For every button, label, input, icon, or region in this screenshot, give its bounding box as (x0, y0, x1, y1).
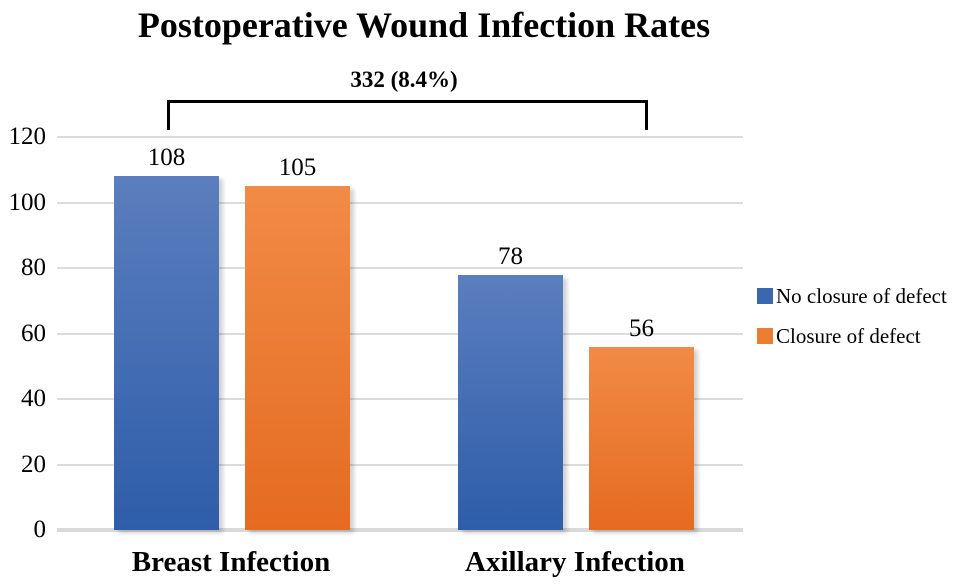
x-axis-baseline (57, 528, 743, 532)
legend-item-no-closure: No closure of defect (757, 284, 947, 308)
bar-value-label: 108 (147, 144, 186, 172)
bar-value-label: 56 (629, 314, 654, 342)
bar-closure-of-defect-breast-infection (245, 186, 350, 530)
y-tick-label: 100 (8, 188, 47, 216)
legend-label-no-closure: No closure of defect (776, 284, 947, 308)
legend-swatch-orange-icon (757, 328, 773, 344)
legend-item-closure: Closure of defect (757, 324, 947, 348)
legend-swatch-blue-icon (757, 288, 773, 304)
bar-value-label: 105 (278, 154, 317, 182)
significance-bracket (166, 100, 648, 130)
legend: No closure of defect Closure of defect (757, 286, 947, 366)
bar-no-closure-of-defect-breast-infection (114, 176, 219, 530)
gridline (57, 201, 743, 204)
y-tick-label: 120 (8, 123, 47, 150)
chart-title: Postoperative Wound Infection Rates (137, 5, 711, 45)
bracket-annotation-label: 332 (8.4%) (350, 67, 458, 92)
gridline (57, 267, 743, 269)
x-category-label-axillary-infection: Axillary Infection (465, 546, 685, 578)
y-tick-label: 0 (33, 516, 47, 543)
y-tick-label: 60 (21, 319, 46, 347)
bar-value-label: 78 (498, 242, 523, 270)
bar-closure-of-defect-axillary-infection (589, 346, 694, 530)
x-category-label-breast-infection: Breast Infection (131, 546, 331, 578)
y-tick-label: 40 (21, 385, 46, 412)
gridline (57, 398, 743, 400)
y-tick-label: 20 (21, 450, 46, 478)
gridline (57, 136, 743, 138)
gridline (57, 332, 743, 335)
y-tick-label: 80 (21, 254, 46, 281)
gridline (57, 463, 743, 466)
bar-no-closure-of-defect-axillary-infection (458, 274, 563, 530)
legend-label-closure: Closure of defect (776, 324, 921, 348)
